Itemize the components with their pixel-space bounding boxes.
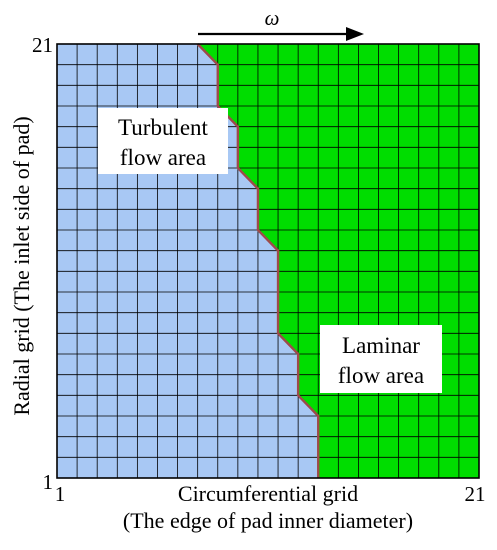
y-axis-label: Radial grid (The inlet side of pad) <box>9 116 34 415</box>
y-tick-max: 21 <box>32 33 53 57</box>
turbulent-label-line1: Turbulent <box>118 115 208 140</box>
y-tick-min: 1 <box>43 470 54 494</box>
laminar-label-box <box>320 325 442 393</box>
turbulent-label-line2: flow area <box>120 145 206 170</box>
rotation-symbol: ω <box>265 6 280 30</box>
regime-boundary-line <box>196 43 320 478</box>
x-tick-min: 1 <box>55 482 66 506</box>
turbulent-label-box <box>98 108 228 174</box>
x-axis-label-line1: Circumferential grid <box>178 481 358 506</box>
rotation-arrowhead-icon <box>346 27 364 41</box>
laminar-label-line2: flow area <box>338 363 424 388</box>
laminar-label-line1: Laminar <box>342 333 420 358</box>
x-axis-label-line2: (The edge of pad inner diameter) <box>123 508 413 533</box>
plot-frame <box>56 43 480 479</box>
x-tick-max: 21 <box>465 482 486 506</box>
